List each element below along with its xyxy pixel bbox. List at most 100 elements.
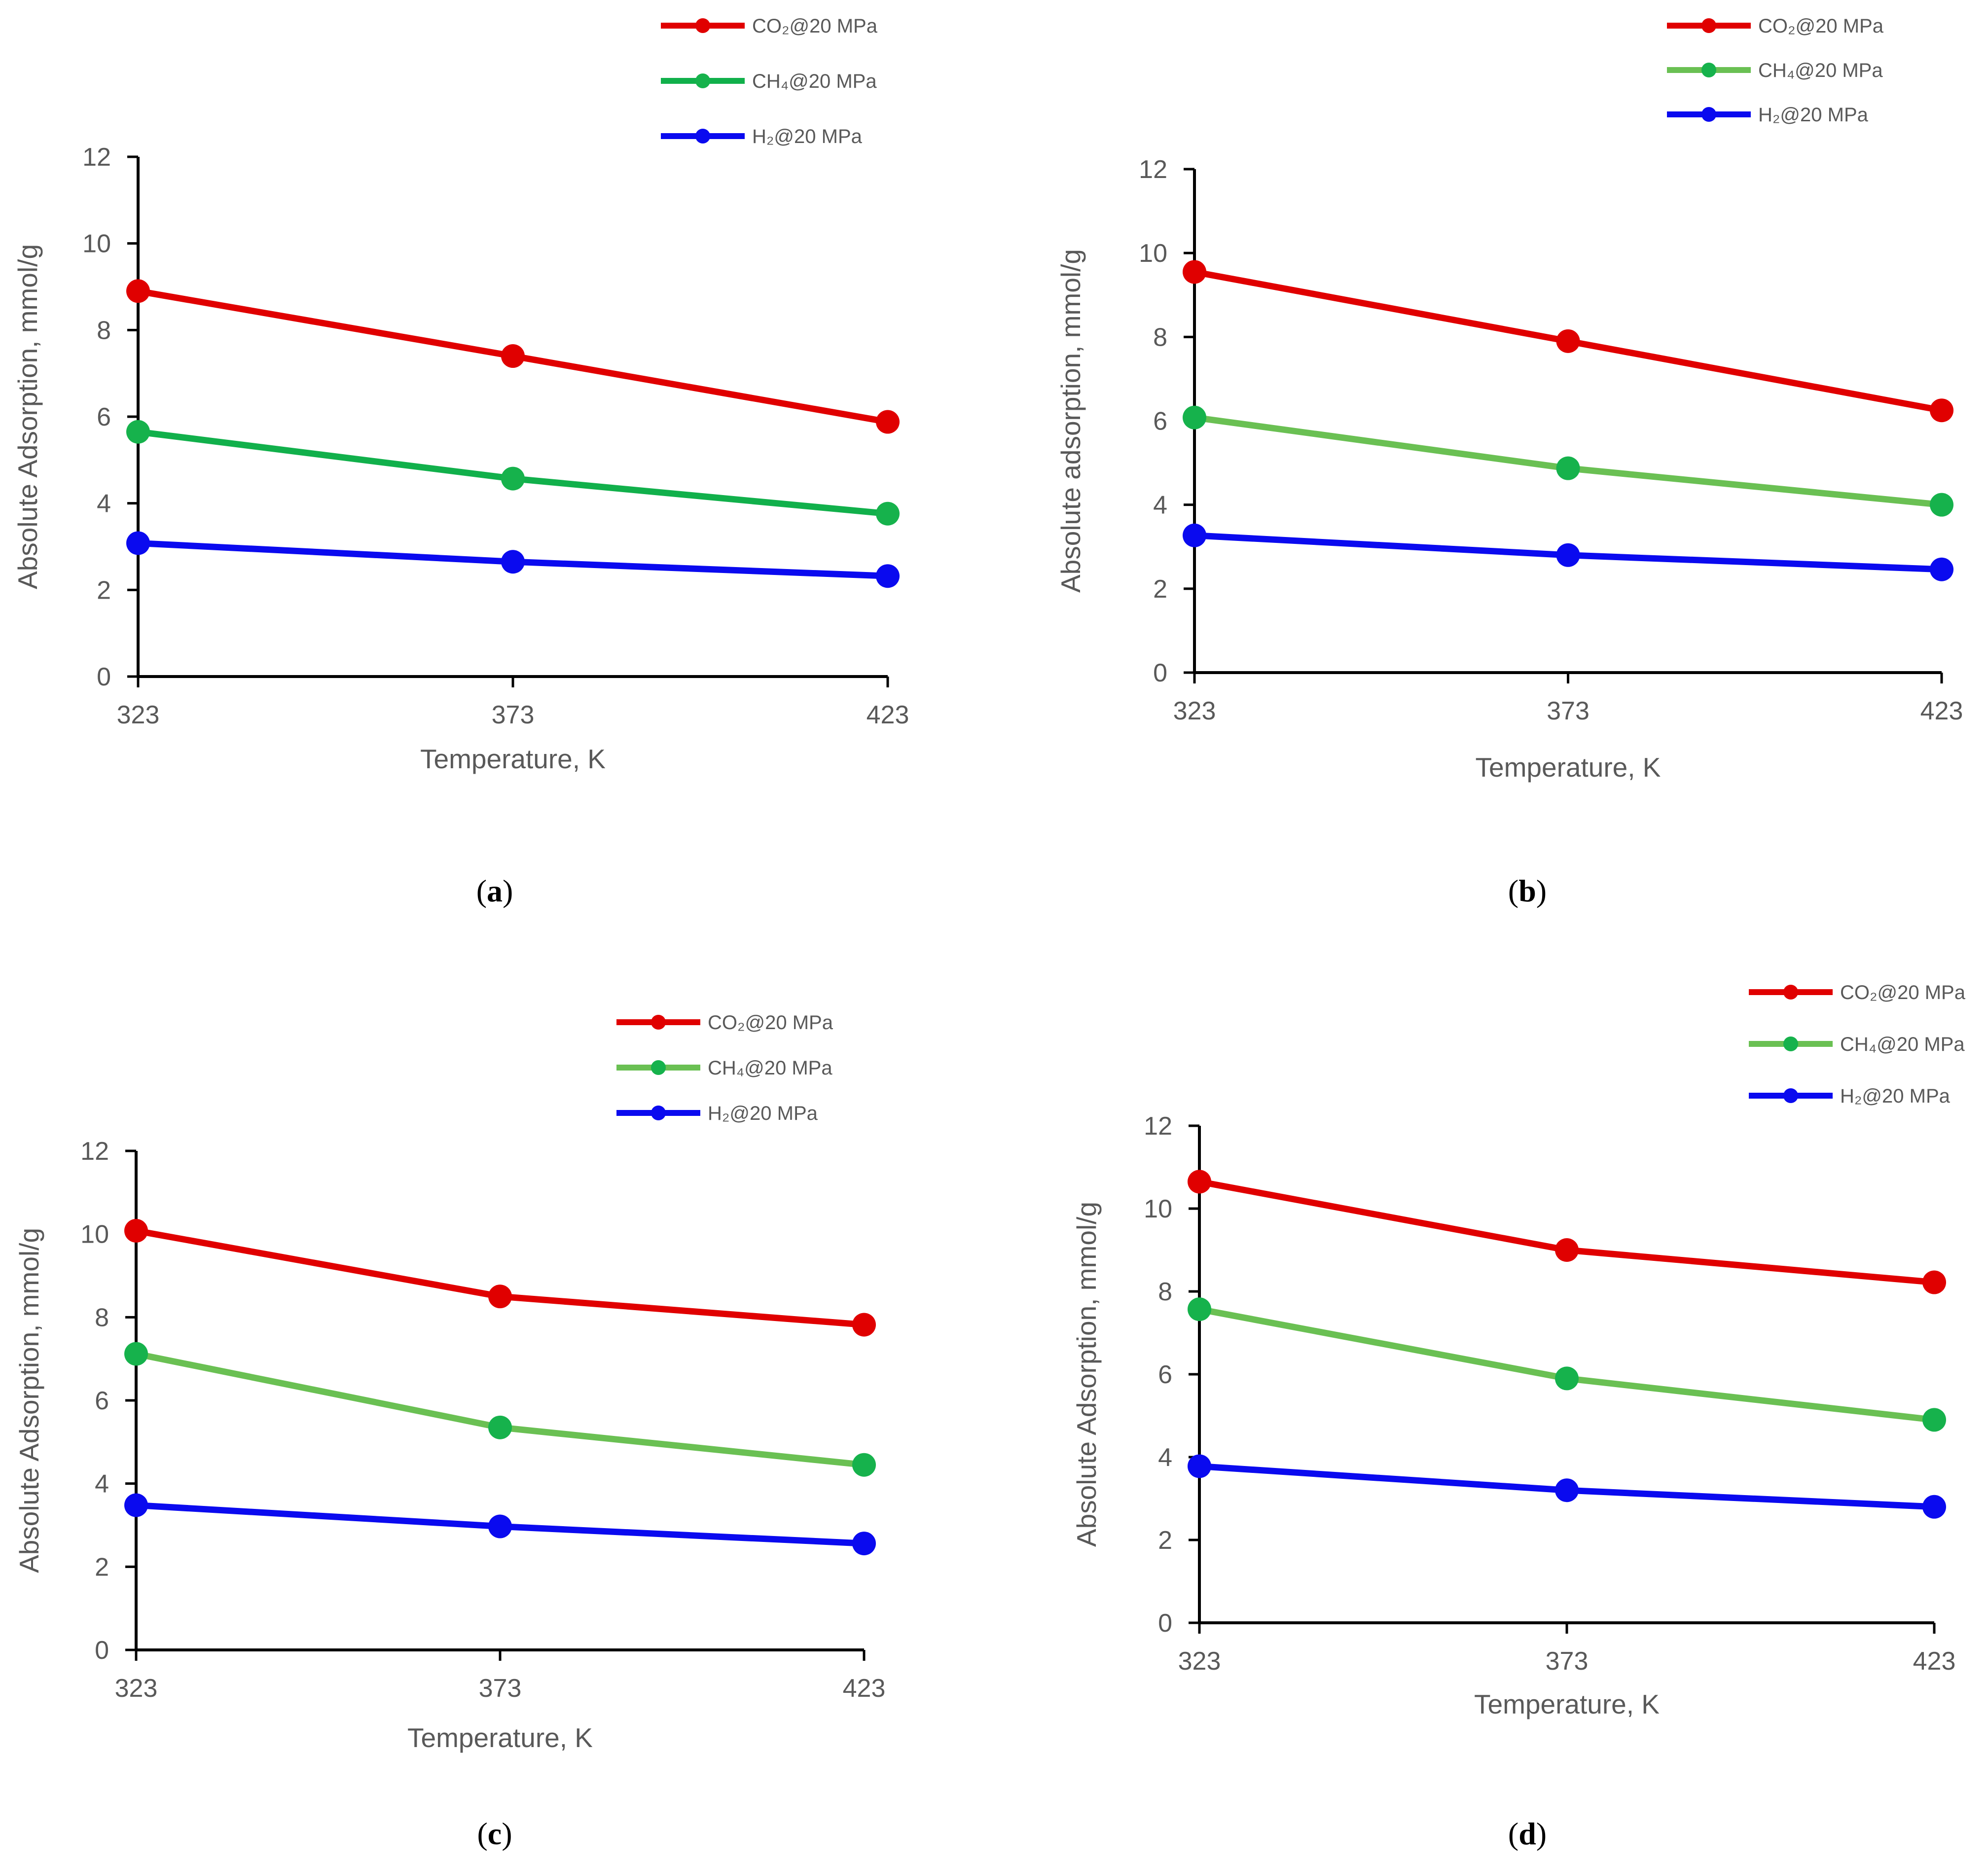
x-tick-label: 373: [1547, 697, 1590, 725]
x-tick-label: 323: [1173, 697, 1216, 725]
panel-label-letter: b: [1518, 873, 1536, 908]
data-point: [126, 531, 150, 555]
chart-panel-a: 0 2 4 6 8 10 12 323 373 423 Temperature, K Absolute…: [12, 15, 909, 908]
data-point: [501, 344, 525, 368]
x-tick-label: 423: [1913, 1647, 1956, 1676]
y-tick-label: 0: [97, 663, 111, 691]
legend-item-ch4: CH₄@20 MPa: [616, 1057, 832, 1079]
series-line: [1198, 1306, 1935, 1423]
legend-label: CH₄@20 MPa: [1840, 1034, 1965, 1055]
panel-label-close: ): [1536, 1816, 1547, 1851]
data-point: [488, 1285, 512, 1309]
legend-item-co2: CO₂@20 MPa: [616, 1012, 833, 1034]
panel-label: (a): [476, 873, 513, 908]
data-point: [1188, 1297, 1211, 1322]
legend-marker: [1701, 18, 1716, 33]
y-tick-label: 0: [1153, 659, 1167, 687]
legend-label: H₂@20 MPa: [1840, 1085, 1951, 1107]
chart-panel-d: 0 2 4 6 8 10 12 323 373 423 Temperature, K Absolute…: [1071, 982, 1966, 1851]
x-tick-label: 323: [117, 701, 160, 729]
y-axis-title: Absolute adsorption, mmol/g: [1055, 249, 1086, 593]
legend-item-h2: H₂@20 MPa: [661, 126, 863, 147]
panel-label-letter: d: [1518, 1816, 1536, 1851]
y-axis-title: Absolute Adsorption, mmol/g: [1071, 1202, 1102, 1547]
data-point: [1555, 1238, 1579, 1262]
series-line: [135, 1351, 865, 1468]
chart-panel-c: 0 2 4 6 8 10 12 323 373 423 Temperature, K Absolute…: [14, 1012, 885, 1851]
x-axis-title: Temperature, K: [1474, 1689, 1660, 1719]
data-point: [1922, 1270, 1946, 1294]
chart-panel-b: 0 2 4 6 8 10 12 323 373 423 Temperature, K Absolute…: [1055, 15, 1963, 908]
data-point: [488, 1415, 512, 1439]
series-h2: [124, 1493, 876, 1556]
legend-label: H₂@20 MPa: [752, 126, 863, 147]
data-point: [1183, 405, 1206, 429]
series-line: [1198, 1179, 1935, 1286]
data-point: [1556, 543, 1580, 567]
legend-item-ch4: CH₄@20 MPa: [1667, 60, 1883, 81]
panel-label-open: (: [476, 873, 487, 908]
legend-item-ch4: CH₄@20 MPa: [661, 71, 877, 92]
y-tick-label: 8: [95, 1303, 109, 1332]
data-point: [1922, 1408, 1946, 1432]
panel-label: (c): [477, 1816, 512, 1851]
data-point: [852, 1453, 876, 1477]
y-tick-label: 6: [1153, 407, 1167, 436]
panel-label-open: (: [1508, 1816, 1518, 1851]
legend-marker: [1701, 107, 1716, 122]
panel-label-open: (: [477, 1816, 487, 1851]
legend-label: CO₂@20 MPa: [1758, 15, 1884, 37]
legend-label: CH₄@20 MPa: [708, 1057, 832, 1079]
panel-label-open: (: [1508, 873, 1518, 908]
legend-marker: [651, 1015, 666, 1030]
x-axis-title: Temperature, K: [1475, 752, 1661, 783]
legend-item-h2: H₂@20 MPa: [616, 1103, 818, 1124]
legend-item-co2: CO₂@20 MPa: [661, 15, 878, 37]
series-ch4: [126, 420, 900, 526]
data-point: [876, 501, 900, 526]
x-tick-label: 423: [843, 1674, 886, 1703]
legend-marker: [1783, 1088, 1798, 1103]
legend-label: H₂@20 MPa: [708, 1103, 818, 1124]
y-tick-label: 4: [1158, 1443, 1172, 1472]
legend-label: CO₂@20 MPa: [708, 1012, 833, 1034]
series-ch4: [1183, 405, 1953, 517]
data-point: [124, 1218, 148, 1243]
y-tick-label: 12: [82, 143, 111, 172]
y-tick-label: 2: [1158, 1526, 1172, 1555]
y-tick-label: 2: [1153, 575, 1167, 604]
legend-label: CO₂@20 MPa: [752, 15, 878, 37]
y-tick-label: 12: [1139, 155, 1167, 184]
data-point: [852, 1313, 876, 1337]
legend-marker: [695, 129, 710, 143]
series-ch4: [1188, 1297, 1946, 1432]
y-tick-label: 10: [1144, 1195, 1172, 1223]
legend-marker: [651, 1106, 666, 1120]
y-tick-label: 2: [95, 1553, 109, 1581]
y-tick-label: 4: [95, 1470, 109, 1499]
legend-marker: [1783, 985, 1798, 1000]
panel-label-close: ): [1536, 873, 1547, 908]
panel-label: (b): [1508, 873, 1547, 908]
y-tick-label: 6: [1158, 1360, 1172, 1389]
x-axis-title: Temperature, K: [407, 1722, 593, 1753]
series-h2: [126, 531, 900, 588]
y-tick-label: 10: [82, 230, 111, 258]
data-point: [1556, 329, 1580, 353]
y-tick-label: 12: [80, 1137, 109, 1166]
data-point: [124, 1493, 148, 1517]
data-point: [876, 564, 900, 588]
data-point: [1188, 1170, 1211, 1194]
data-point: [126, 279, 150, 303]
y-tick-label: 0: [1158, 1609, 1172, 1638]
data-point: [1922, 1495, 1946, 1519]
panel-label-letter: a: [487, 873, 503, 908]
x-tick-label: 373: [1546, 1647, 1589, 1676]
x-tick-label: 373: [492, 701, 535, 729]
data-point: [1930, 493, 1953, 517]
data-point: [1183, 260, 1206, 284]
data-point: [852, 1532, 876, 1556]
legend-label: CH₄@20 MPa: [1758, 60, 1883, 81]
data-point: [126, 420, 150, 444]
